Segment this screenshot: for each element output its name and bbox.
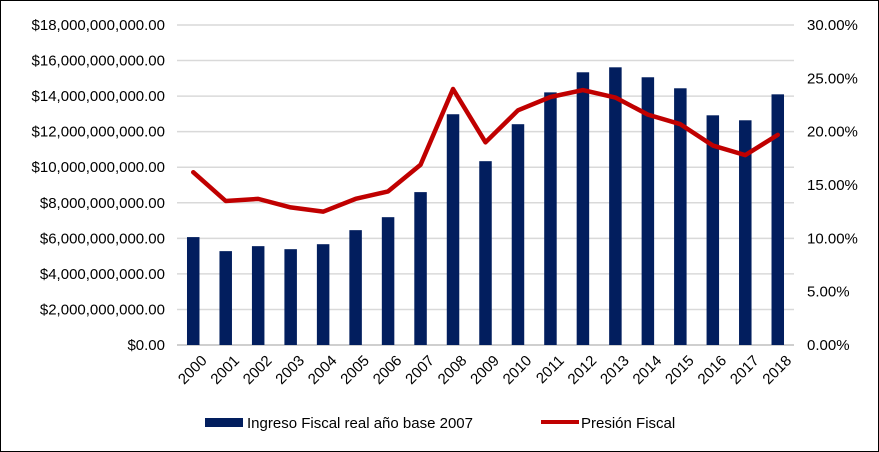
- x-axis-tick-label: 2011: [533, 352, 568, 387]
- bar-2005: [349, 230, 362, 345]
- bar-2012: [576, 72, 590, 346]
- left-axis-tick-label: $14,000,000,000.00: [32, 88, 165, 105]
- bar-2017: [739, 120, 752, 346]
- left-axis-tick-label: $0.00: [127, 337, 165, 354]
- bar-2014: [641, 77, 655, 346]
- bar-2004: [316, 244, 330, 345]
- bar-2003: [284, 249, 297, 345]
- x-axis-tick-label: 2010: [500, 352, 536, 388]
- x-axis-tick-label: 2017: [727, 352, 763, 388]
- legend-bar-label: Ingreso Fiscal real año base 2007: [247, 415, 473, 432]
- legend-line-label: Presión Fiscal: [581, 415, 675, 432]
- left-axis-tick-label: $6,000,000,000.00: [40, 230, 165, 247]
- bar-2006: [381, 217, 395, 345]
- right-axis-tick-label: 10.00%: [807, 230, 858, 247]
- x-axis-tick-label: 2016: [695, 352, 731, 388]
- left-axis-tick-label: $8,000,000,000.00: [40, 195, 165, 212]
- right-axis-tick-label: 30.00%: [807, 17, 858, 34]
- x-axis-tick-label: 2002: [240, 352, 276, 388]
- right-axis-tick-label: 15.00%: [807, 177, 858, 194]
- x-axis-tick-label: 2018: [759, 352, 795, 388]
- left-axis-tick-label: $2,000,000,000.00: [40, 301, 165, 318]
- x-axis-tick-label: 2008: [435, 352, 471, 388]
- right-axis-tick-label: 20.00%: [807, 124, 858, 141]
- bar-2011: [544, 92, 557, 345]
- bar-2016: [706, 115, 720, 345]
- x-axis-tick-label: 2007: [402, 352, 438, 388]
- bar-2001: [219, 251, 232, 345]
- bar-2008: [446, 114, 460, 345]
- bar-2002: [251, 246, 265, 345]
- bar-2000: [186, 237, 200, 345]
- left-axis-tick-label: $4,000,000,000.00: [40, 266, 165, 283]
- x-axis-tick-label: 2006: [370, 352, 406, 388]
- right-axis-tick-label: 0.00%: [807, 337, 850, 354]
- left-axis-tick-label: $18,000,000,000.00: [32, 17, 165, 34]
- right-axis-tick-label: 5.00%: [807, 284, 850, 301]
- bar-2010: [511, 124, 525, 345]
- x-axis-tick-label: 2015: [662, 352, 698, 388]
- x-axis-tick-label: 2000: [175, 352, 211, 388]
- bar-2007: [414, 192, 427, 345]
- bar-2018: [771, 94, 785, 345]
- bar-2009: [479, 161, 492, 345]
- legend: Ingreso Fiscal real año base 2007 Presió…: [205, 415, 675, 432]
- left-axis-tick-label: $10,000,000,000.00: [32, 159, 165, 176]
- left-axis-tick-label: $12,000,000,000.00: [32, 124, 165, 141]
- x-axis-tick-label: 2013: [597, 352, 633, 388]
- x-axis-tick-label: 2004: [305, 352, 341, 388]
- x-axis-tick-label: 2005: [337, 352, 373, 388]
- bar-2015: [674, 88, 687, 346]
- x-axis-tick-label: 2001: [207, 352, 243, 388]
- x-axis-tick-label: 2003: [272, 352, 308, 388]
- x-axis-tick-label: 2012: [565, 352, 601, 388]
- left-axis-tick-label: $16,000,000,000.00: [32, 53, 165, 70]
- legend-bar-swatch: [205, 418, 243, 427]
- bar-2013: [609, 67, 622, 346]
- right-axis-tick-label: 25.00%: [807, 70, 858, 87]
- x-axis-tick-label: 2014: [630, 352, 666, 388]
- x-axis-tick-label: 2009: [467, 352, 503, 388]
